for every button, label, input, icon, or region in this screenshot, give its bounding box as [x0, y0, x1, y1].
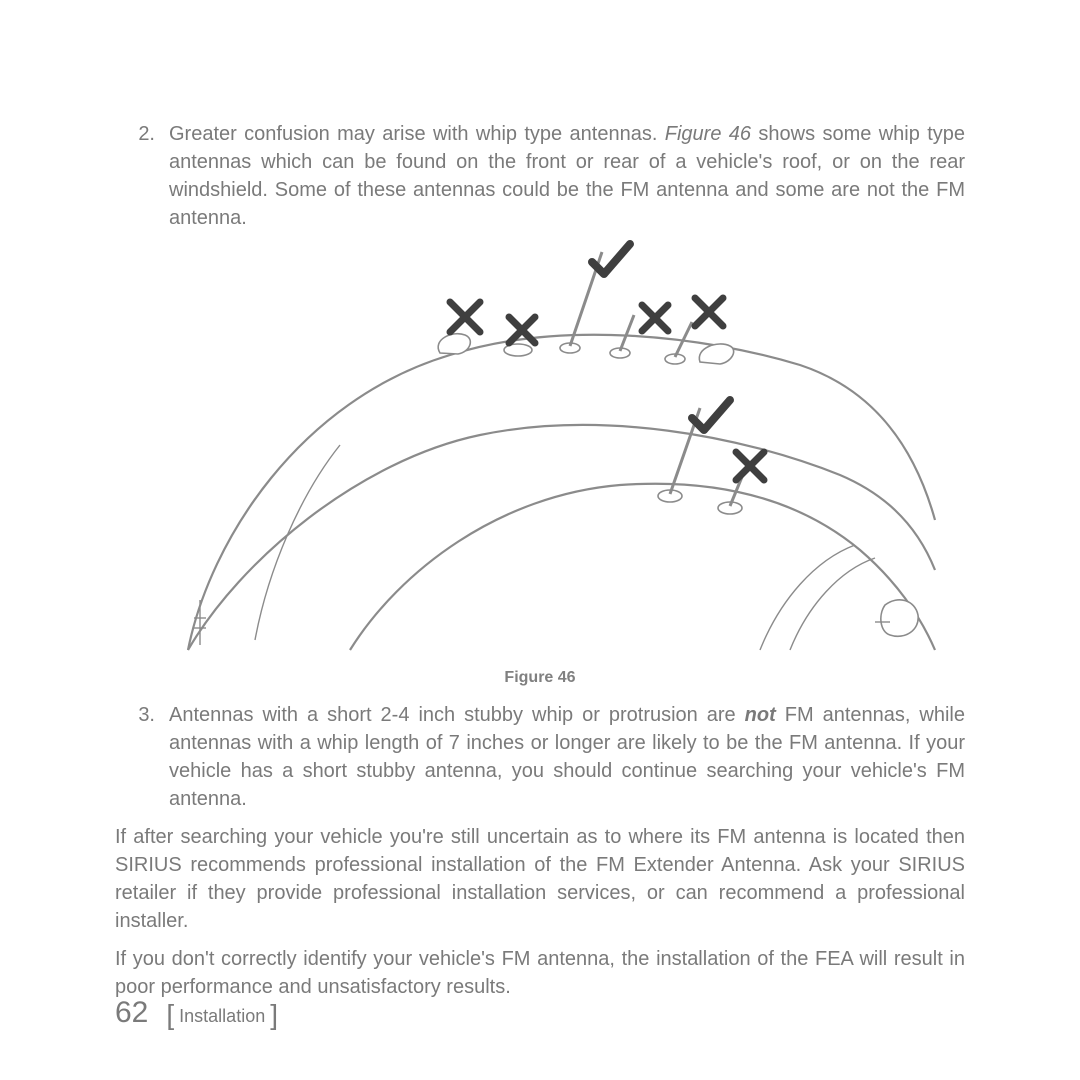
page-number: 62: [115, 996, 148, 1030]
antenna-long-whip-1: [560, 244, 630, 353]
figure-caption: Figure 46: [115, 669, 965, 687]
list3-text-pre: Antennas with a short 2-4 inch stubby wh…: [169, 704, 745, 726]
list-number-2: 2.: [115, 120, 169, 232]
check-mark-icon: [592, 244, 630, 274]
antenna-puck-1: [504, 317, 535, 356]
list-body-2: Greater confusion may arise with whip ty…: [169, 120, 965, 232]
bracket-open-icon: [: [166, 999, 174, 1030]
x-mark-icon: [695, 298, 723, 326]
antenna-sharkfin-1: [438, 302, 480, 354]
paragraph-2: If you don't correctly identify your veh…: [115, 945, 965, 1001]
list2-text-pre: Greater confusion may arise with whip ty…: [169, 123, 665, 145]
page-footer: 62 [ Installation ]: [115, 996, 278, 1030]
antenna-sharkfin-2: [699, 344, 733, 364]
figure-ref-46: Figure 46: [665, 123, 751, 145]
section-label: Installation: [174, 1006, 270, 1026]
car-rear: [188, 335, 935, 650]
antenna-short-stubby: [718, 452, 764, 514]
car-front: [350, 484, 935, 650]
list-item-2: 2. Greater confusion may arise with whip…: [115, 120, 965, 232]
list-body-3: Antennas with a short 2-4 inch stubby wh…: [169, 701, 965, 813]
figure-46: [115, 240, 965, 665]
list3-strong-not: not: [745, 704, 776, 726]
antenna-long-whip-2: [658, 400, 730, 502]
x-mark-icon: [450, 302, 480, 332]
x-mark-icon: [736, 452, 764, 480]
list-number-3: 3.: [115, 701, 169, 813]
section-bracket: [ Installation ]: [166, 997, 278, 1029]
figure-46-svg: [140, 240, 940, 660]
paragraph-1: If after searching your vehicle you're s…: [115, 823, 965, 935]
x-mark-icon: [642, 305, 668, 331]
bracket-close-icon: ]: [270, 999, 278, 1030]
antenna-short-whip-1: [610, 305, 668, 358]
page-root: 2. Greater confusion may arise with whip…: [0, 0, 1080, 1080]
list-item-3: 3. Antennas with a short 2-4 inch stubby…: [115, 701, 965, 813]
